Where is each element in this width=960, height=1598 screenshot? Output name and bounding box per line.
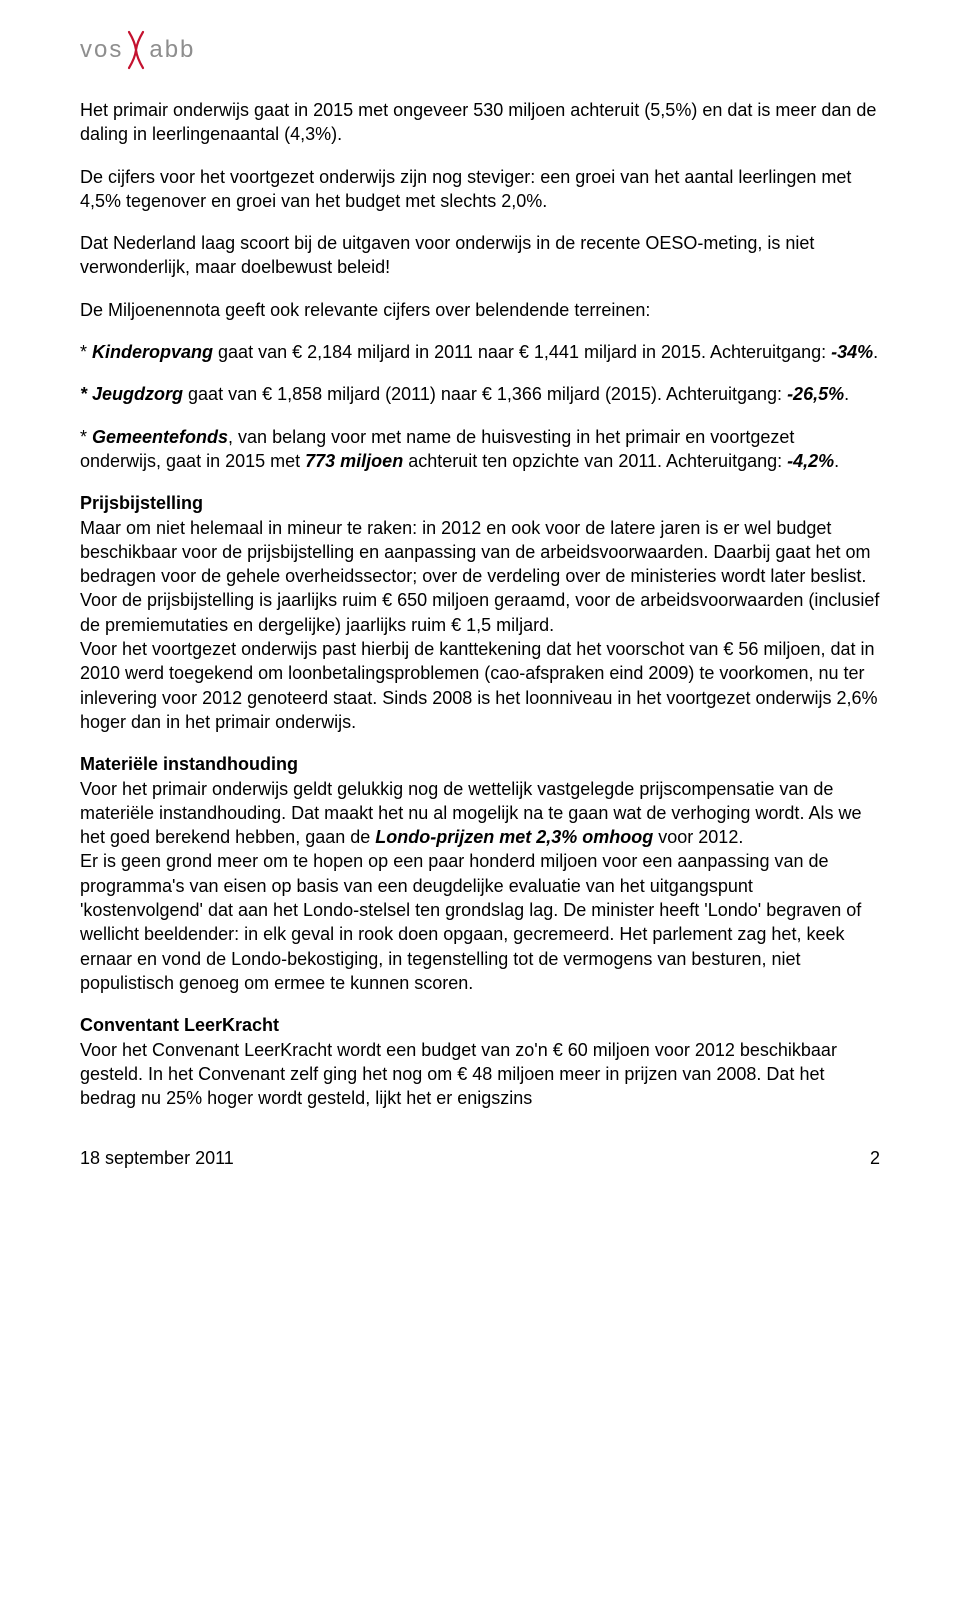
- prijs-body-1: Maar om niet helemaal in mineur te raken…: [80, 516, 880, 637]
- paragraph-intro-3: Dat Nederland laag scoort bij de uitgave…: [80, 231, 880, 280]
- logo-swoosh-icon: [125, 30, 147, 70]
- paragraph-intro-2: De cijfers voor het voortgezet onderwijs…: [80, 165, 880, 214]
- paragraph-intro-1: Het primair onderwijs gaat in 2015 met o…: [80, 98, 880, 147]
- section-materiele: Materiële instandhouding Voor het primai…: [80, 752, 880, 995]
- kinderopvang-pct: -34%: [831, 342, 873, 362]
- jeugdzorg-text: gaat van € 1,858 miljard (2011) naar € 1…: [183, 384, 787, 404]
- logo-left: vos: [80, 34, 123, 66]
- footer-page-number: 2: [870, 1146, 880, 1170]
- jeugdzorg-label: Jeugdzorg: [92, 384, 183, 404]
- kinderopvang-text: gaat van € 2,184 miljard in 2011 naar € …: [213, 342, 831, 362]
- heading-prijsbijstelling: Prijsbijstelling: [80, 491, 880, 515]
- mat-text-1b: voor 2012.: [653, 827, 743, 847]
- mat-body-1: Voor het primair onderwijs geldt gelukki…: [80, 777, 880, 850]
- footer-date: 18 september 2011: [80, 1146, 234, 1170]
- gemeentefonds-label: Gemeentefonds: [92, 427, 228, 447]
- bullet-jeugdzorg: * Jeugdzorg gaat van € 1,858 miljard (20…: [80, 382, 880, 406]
- gemeentefonds-pct: -4,2%: [787, 451, 834, 471]
- bullet-kinderopvang: * Kinderopvang gaat van € 2,184 miljard …: [80, 340, 880, 364]
- jeugdzorg-pct: -26,5%: [787, 384, 844, 404]
- mat-body-2: Er is geen grond meer om te hopen op een…: [80, 849, 880, 995]
- section-prijsbijstelling: Prijsbijstelling Maar om niet helemaal i…: [80, 491, 880, 734]
- logo: vos abb: [80, 30, 880, 70]
- kinderopvang-label: Kinderopvang: [92, 342, 213, 362]
- footer: 18 september 2011 2: [80, 1146, 880, 1170]
- conv-body: Voor het Convenant LeerKracht wordt een …: [80, 1038, 880, 1111]
- bullet-gemeentefonds: * Gemeentefonds, van belang voor met nam…: [80, 425, 880, 474]
- gemeentefonds-text2: achteruit ten opzichte van 2011. Achteru…: [403, 451, 787, 471]
- heading-materiele: Materiële instandhouding: [80, 752, 880, 776]
- mat-emphasis: Londo-prijzen met 2,3% omhoog: [375, 827, 653, 847]
- paragraph-intro-4: De Miljoenennota geeft ook relevante cij…: [80, 298, 880, 322]
- logo-right: abb: [149, 34, 195, 66]
- prijs-body-2: Voor het voortgezet onderwijs past hierb…: [80, 637, 880, 734]
- section-conventant: Conventant LeerKracht Voor het Convenant…: [80, 1013, 880, 1110]
- gemeentefonds-amount: 773 miljoen: [305, 451, 403, 471]
- heading-conventant: Conventant LeerKracht: [80, 1013, 880, 1037]
